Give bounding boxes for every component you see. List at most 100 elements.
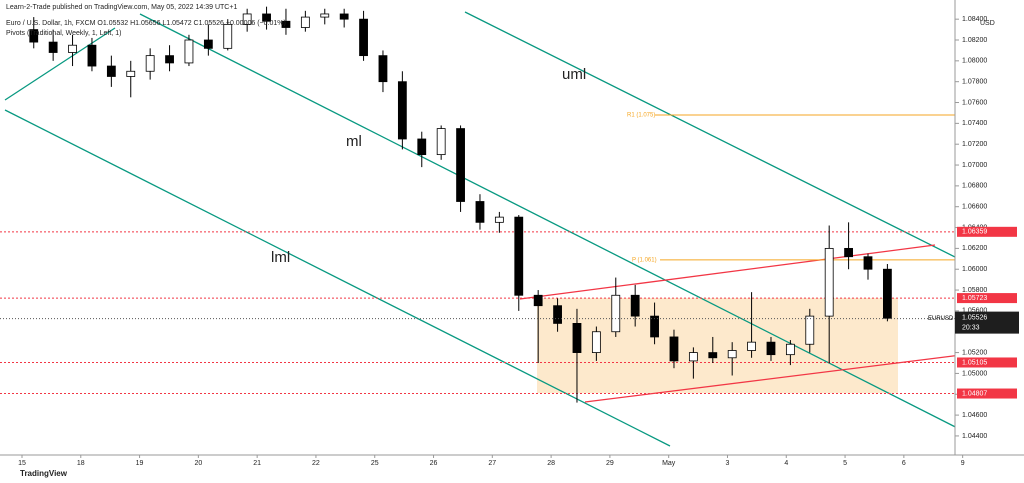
candle-body xyxy=(572,323,582,353)
candle-body xyxy=(766,341,776,356)
level-label: 1.05105 xyxy=(962,359,987,366)
candle-body xyxy=(417,138,427,156)
current-price: 1.05526 xyxy=(962,314,987,321)
y-tick-label: 1.06600 xyxy=(962,204,987,211)
candle-body xyxy=(805,315,815,345)
candle-body xyxy=(281,20,291,28)
y-tick-label: 1.06800 xyxy=(962,183,987,190)
indicator: Pivots (Traditional, Weekly, 1, Left, 1) xyxy=(6,30,121,37)
candle-body xyxy=(145,55,155,72)
candle-body xyxy=(223,23,233,49)
current-name: EURUSD xyxy=(928,316,954,322)
candle-body xyxy=(533,294,543,307)
level-label: 1.04807 xyxy=(962,390,987,397)
median-line xyxy=(139,13,986,443)
candle-body xyxy=(320,13,330,18)
candle-body xyxy=(359,18,368,57)
candle-body xyxy=(126,70,136,77)
y-tick-label: 1.05600 xyxy=(962,308,987,315)
candle-body xyxy=(591,331,601,353)
y-tick-label: 1.08400 xyxy=(962,16,987,23)
candle-body xyxy=(339,13,349,20)
brand: TradingView xyxy=(20,469,68,478)
pivot-label: P (1.061) xyxy=(632,257,657,263)
current-tag xyxy=(955,311,1019,334)
candle-body xyxy=(844,247,853,258)
candle-body xyxy=(262,13,271,22)
candle-body xyxy=(650,315,659,338)
candle-body xyxy=(630,294,640,317)
y-tick-label: 1.07000 xyxy=(962,162,987,169)
y-tick-label: 1.04600 xyxy=(962,412,987,419)
candle-body xyxy=(863,256,873,270)
level-tag xyxy=(957,357,1017,368)
x-tick-label: 26 xyxy=(430,460,438,467)
x-tick-label: 4 xyxy=(784,460,788,467)
y-tick-label: 1.05000 xyxy=(962,370,987,377)
upper-median-line xyxy=(464,11,986,273)
candle-body xyxy=(688,352,698,362)
candle-body xyxy=(378,55,388,83)
y-tick-label: 1.07400 xyxy=(962,120,987,127)
y-tick-label: 1.04400 xyxy=(962,433,987,440)
channel-top xyxy=(519,244,936,300)
candle-body xyxy=(184,39,194,64)
candle-body xyxy=(611,294,621,333)
x-tick-label: 5 xyxy=(843,460,847,467)
channel-bottom xyxy=(584,351,986,403)
candle-body xyxy=(242,13,252,25)
level-label: 1.06359 xyxy=(962,229,987,236)
x-tick-label: 18 xyxy=(77,460,85,467)
candle-body xyxy=(165,55,174,64)
candle-body xyxy=(436,128,446,156)
y-tick-label: 1.07600 xyxy=(962,99,987,106)
level-tag xyxy=(957,226,1017,237)
candle-body xyxy=(300,16,310,28)
y-tick-label: 1.07800 xyxy=(962,79,987,86)
candle-body xyxy=(824,247,834,317)
candle-body xyxy=(553,305,562,324)
candle-body xyxy=(494,216,504,223)
x-tick-label: 22 xyxy=(312,460,320,467)
y-tick-label: 1.07200 xyxy=(962,141,987,148)
candle-body xyxy=(747,341,756,351)
publisher: Learn-2-Trade published on TradingView.c… xyxy=(6,4,237,11)
y-tick-label: 1.06000 xyxy=(962,266,987,273)
x-tick-label: 20 xyxy=(194,460,202,467)
x-tick-label: May xyxy=(662,460,676,467)
currency: USD xyxy=(980,20,995,27)
y-tick-label: 1.08000 xyxy=(962,58,987,65)
level-label: 1.05723 xyxy=(962,295,987,302)
y-tick-label: 1.08200 xyxy=(962,37,987,44)
level-tag xyxy=(957,293,1017,304)
y-tick-label: 1.05200 xyxy=(962,349,987,356)
y-tick-label: 1.05800 xyxy=(962,287,987,294)
symbol-line: Euro / U.S. Dollar, 1h, FXCM O1.05532 H1… xyxy=(6,20,286,27)
candle-body xyxy=(475,201,485,223)
trend-lines xyxy=(4,11,986,447)
candle-body xyxy=(456,128,465,202)
x-tick-label: 15 xyxy=(18,460,26,467)
pivot-label: R1 (1.075) xyxy=(627,113,655,119)
y-tick-label: 1.06200 xyxy=(962,245,987,252)
x-tick-label: 28 xyxy=(547,460,555,467)
x-tick-label: 19 xyxy=(136,460,144,467)
annotation: uml xyxy=(562,66,586,83)
x-tick-label: 9 xyxy=(961,460,965,467)
x-tick-label: 25 xyxy=(371,460,379,467)
range-box xyxy=(537,298,898,393)
candle-body xyxy=(203,39,213,49)
candle-body xyxy=(106,65,116,77)
candle-body xyxy=(48,41,58,53)
annotation: lml xyxy=(271,249,290,266)
candle-body xyxy=(785,343,795,356)
lower-median-line xyxy=(4,109,671,447)
x-tick-label: 3 xyxy=(726,460,730,467)
x-tick-label: 27 xyxy=(488,460,496,467)
candle-body xyxy=(514,216,524,296)
countdown: 20:33 xyxy=(962,324,980,331)
x-tick-label: 21 xyxy=(253,460,261,467)
candle-body xyxy=(68,44,77,53)
x-tick-label: 6 xyxy=(902,460,906,467)
